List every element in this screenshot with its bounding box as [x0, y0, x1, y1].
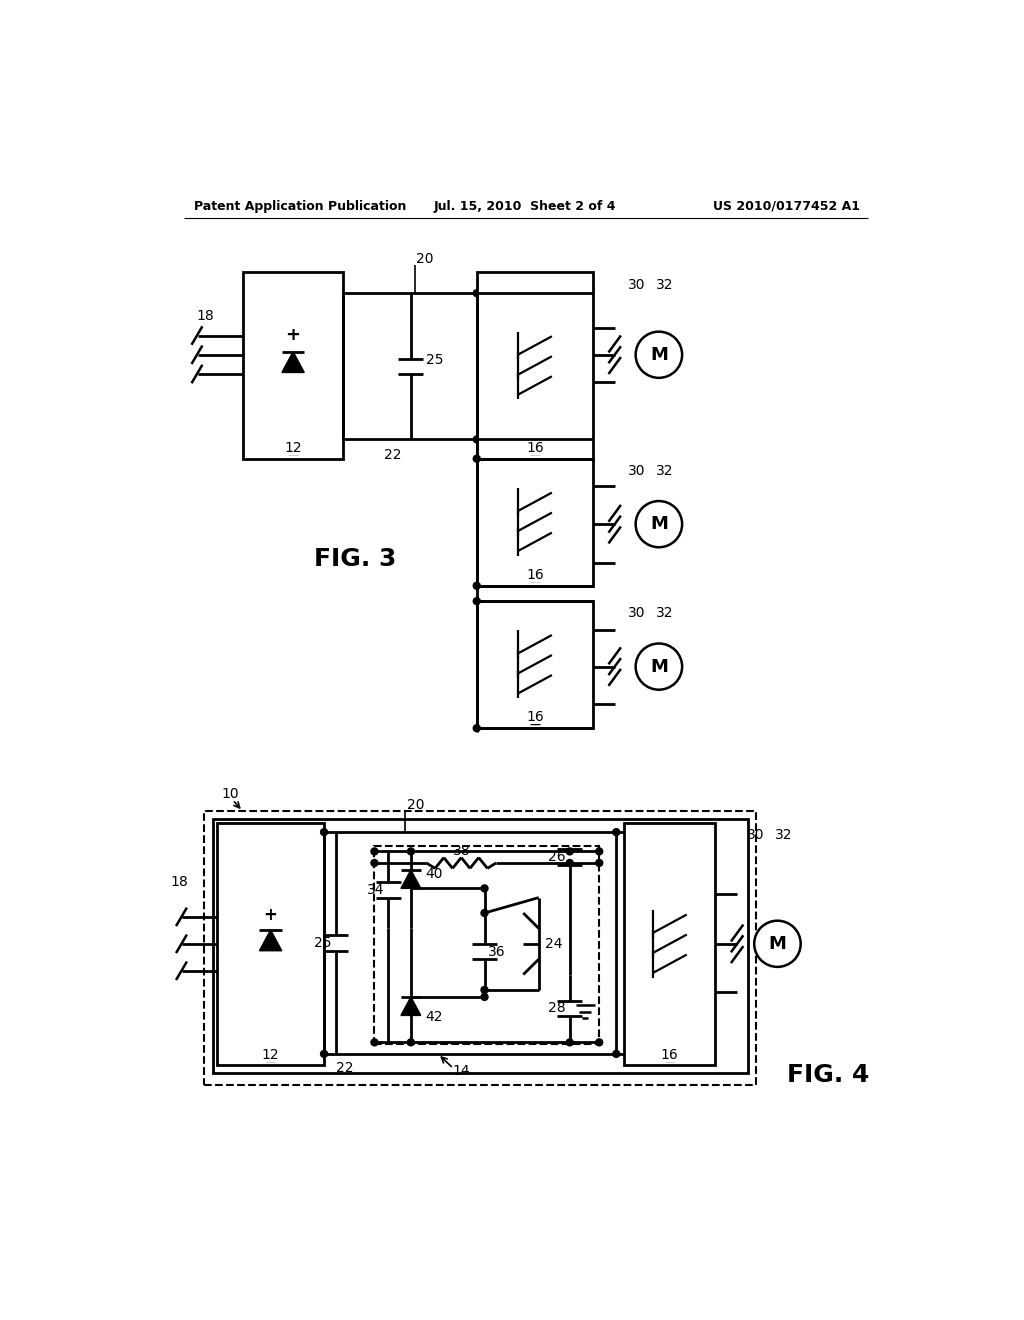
Text: M: M [650, 657, 668, 676]
Circle shape [371, 1039, 378, 1045]
Text: 42: 42 [425, 1010, 442, 1024]
Text: M: M [650, 346, 668, 364]
Circle shape [636, 644, 682, 690]
Circle shape [473, 725, 480, 731]
Text: 36: 36 [488, 945, 506, 958]
Circle shape [612, 829, 620, 836]
Text: 10: 10 [221, 788, 239, 801]
Circle shape [473, 455, 480, 462]
Text: M: M [650, 515, 668, 533]
Polygon shape [282, 351, 304, 372]
Circle shape [566, 847, 573, 855]
Circle shape [481, 986, 488, 994]
Text: 20: 20 [417, 252, 434, 265]
Text: US 2010/0177452 A1: US 2010/0177452 A1 [714, 199, 860, 213]
Text: 25: 25 [314, 936, 332, 950]
Circle shape [566, 1039, 573, 1045]
Text: M: M [769, 935, 786, 953]
Circle shape [473, 289, 480, 297]
Text: 12: 12 [285, 441, 302, 455]
Text: 18: 18 [171, 875, 188, 890]
Text: FIG. 4: FIG. 4 [786, 1063, 869, 1086]
Bar [243, 272, 343, 459]
Circle shape [408, 847, 415, 855]
Bar [213, 818, 748, 1073]
Text: 38: 38 [453, 843, 470, 858]
Bar [477, 601, 593, 729]
Circle shape [473, 598, 480, 605]
Text: Jul. 15, 2010  Sheet 2 of 4: Jul. 15, 2010 Sheet 2 of 4 [433, 199, 616, 213]
Circle shape [481, 909, 488, 916]
Text: 34: 34 [367, 883, 385, 896]
Text: 20: 20 [407, 799, 425, 812]
Text: 32: 32 [775, 828, 793, 842]
Text: FIG. 3: FIG. 3 [314, 546, 396, 570]
Circle shape [636, 331, 682, 378]
Circle shape [473, 436, 480, 444]
Text: 32: 32 [656, 606, 674, 620]
Text: 16: 16 [526, 710, 544, 725]
Text: 16: 16 [526, 441, 544, 455]
Circle shape [481, 994, 488, 1001]
Text: 22: 22 [384, 447, 401, 462]
Bar [624, 822, 716, 1065]
Text: 30: 30 [629, 465, 646, 478]
Circle shape [321, 1051, 328, 1057]
Text: +: + [263, 906, 278, 924]
Circle shape [481, 884, 488, 892]
Text: 18: 18 [197, 309, 214, 323]
Text: 28: 28 [548, 1002, 566, 1015]
Text: 22: 22 [336, 1061, 353, 1074]
Circle shape [596, 859, 603, 866]
Bar [217, 822, 324, 1065]
Text: 32: 32 [656, 465, 674, 478]
Circle shape [408, 1039, 415, 1045]
Circle shape [566, 859, 573, 866]
Text: 12: 12 [262, 1048, 280, 1061]
Polygon shape [401, 870, 421, 888]
Text: 40: 40 [425, 867, 442, 882]
Text: 30: 30 [629, 277, 646, 292]
Circle shape [321, 829, 328, 836]
Circle shape [596, 847, 603, 855]
Bar [204, 812, 756, 1085]
Circle shape [473, 582, 480, 589]
Circle shape [636, 502, 682, 548]
Circle shape [371, 859, 378, 866]
Bar [375, 846, 599, 1044]
Text: 14: 14 [453, 1064, 470, 1078]
Text: 32: 32 [656, 277, 674, 292]
Polygon shape [401, 997, 421, 1015]
Text: 30: 30 [746, 828, 765, 842]
Text: 16: 16 [660, 1048, 679, 1061]
Polygon shape [259, 929, 282, 950]
Circle shape [371, 847, 378, 855]
Text: 16: 16 [526, 568, 544, 582]
Text: +: + [286, 326, 301, 343]
Text: 30: 30 [629, 606, 646, 620]
Circle shape [612, 1051, 620, 1057]
Text: 24: 24 [545, 937, 562, 950]
Text: 26: 26 [548, 850, 566, 863]
Circle shape [755, 921, 801, 968]
Circle shape [596, 1039, 603, 1045]
Bar [477, 459, 593, 586]
Text: 25: 25 [426, 354, 443, 367]
Bar [477, 272, 593, 459]
Text: Patent Application Publication: Patent Application Publication [194, 199, 407, 213]
